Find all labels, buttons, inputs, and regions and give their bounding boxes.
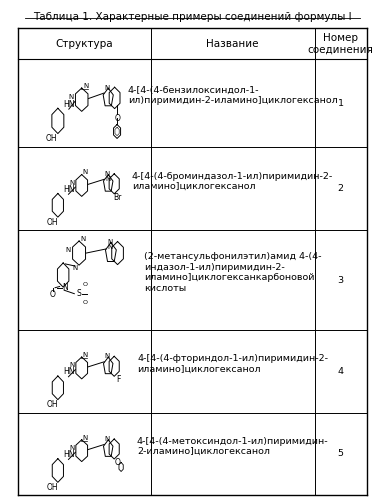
Text: Номер
соединения: Номер соединения (308, 33, 374, 54)
Text: 5: 5 (338, 450, 344, 458)
Text: HN: HN (63, 368, 75, 376)
Text: Структура: Структура (55, 38, 113, 48)
Text: 4: 4 (338, 367, 344, 376)
Text: 2: 2 (338, 184, 344, 194)
Text: OH: OH (46, 134, 58, 143)
Text: N: N (105, 354, 110, 360)
Text: 4-[4-(4-броминдазол-1-ил)пиримидин-2-
иламино]циклогексанол: 4-[4-(4-броминдазол-1-ил)пиримидин-2- ил… (132, 172, 333, 191)
Text: N: N (83, 170, 88, 175)
Text: N: N (72, 264, 78, 270)
Text: N: N (80, 236, 85, 242)
Text: 4-[4-(4-бензилоксиндол-1-
ил)пиримидин-2-иламино]циклогексанол: 4-[4-(4-бензилоксиндол-1- ил)пиримидин-2… (128, 86, 338, 106)
Text: N: N (108, 244, 113, 250)
Text: N: N (69, 445, 74, 451)
Text: HN: HN (63, 185, 75, 194)
Text: N: N (105, 171, 110, 177)
Text: Название: Название (206, 38, 259, 48)
Text: O: O (82, 300, 87, 305)
Text: N: N (105, 84, 110, 90)
Text: F: F (116, 376, 121, 384)
Text: O: O (50, 290, 55, 299)
Text: N: N (69, 362, 74, 368)
Text: 3: 3 (338, 276, 344, 284)
Text: N: N (83, 434, 88, 440)
Text: N: N (105, 436, 110, 442)
Text: S: S (76, 289, 81, 298)
Text: OH: OH (47, 218, 58, 226)
Text: O: O (114, 114, 120, 123)
Text: 4-[4-(4-метоксиндол-1-ил)пиримидин-
2-иламино]циклогексанол: 4-[4-(4-метоксиндол-1-ил)пиримидин- 2-ил… (137, 437, 328, 456)
Text: Br: Br (113, 193, 122, 202)
Text: Таблица 1. Характерные примеры соединений формулы I: Таблица 1. Характерные примеры соединени… (33, 12, 352, 22)
Text: OH: OH (47, 483, 58, 492)
Text: N: N (69, 94, 74, 100)
Text: OH: OH (47, 400, 58, 409)
Text: HN: HN (63, 450, 75, 459)
Text: N: N (69, 180, 74, 186)
Text: (2-метансульфонилэтил)амид 4-(4-
индазол-1-ил)пиримидин-2-
иламино]циклогексанка: (2-метансульфонилэтил)амид 4-(4- индазол… (144, 252, 321, 292)
Text: HN: HN (64, 100, 75, 108)
Text: N: N (66, 247, 71, 253)
Text: 1: 1 (338, 98, 344, 108)
Text: N: N (83, 352, 88, 358)
Text: N: N (83, 83, 88, 89)
Text: 4-[4-(4-фториндол-1-ил)пиримидин-2-
иламино]циклогексанол: 4-[4-(4-фториндол-1-ил)пиримидин-2- илам… (137, 354, 328, 374)
Text: N: N (105, 176, 110, 182)
Text: O: O (114, 458, 120, 467)
Text: O: O (82, 282, 87, 287)
Text: N: N (107, 240, 112, 246)
Text: N: N (62, 283, 68, 292)
